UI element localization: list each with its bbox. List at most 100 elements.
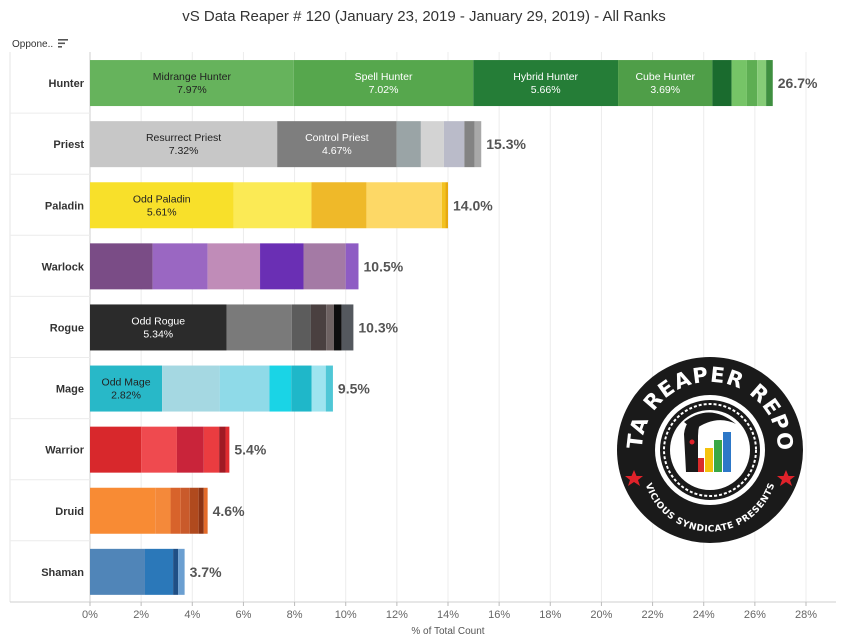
x-tick-label: 0% — [82, 609, 98, 621]
x-tick-label: 18% — [539, 609, 561, 621]
x-tick-label: 16% — [488, 609, 510, 621]
bar-segment[interactable] — [445, 182, 448, 229]
category-label: Warrior — [45, 445, 84, 457]
bar-segment[interactable] — [269, 365, 292, 412]
bar-segment[interactable] — [746, 60, 758, 107]
x-tick-label: 28% — [795, 609, 817, 621]
bar-segment[interactable] — [155, 487, 171, 534]
bar-segment[interactable] — [170, 487, 181, 534]
bar-segment[interactable] — [311, 365, 326, 412]
bar-segment[interactable] — [420, 121, 444, 168]
logo-inner-ring-line — [663, 403, 757, 497]
total-label: 26.7% — [778, 75, 818, 91]
sort-icon[interactable] — [58, 38, 70, 48]
bar-segment[interactable] — [226, 304, 292, 351]
bar-segment[interactable] — [293, 60, 474, 107]
bar-segment[interactable] — [173, 548, 179, 595]
bar-segment[interactable] — [345, 243, 359, 290]
bar-segment[interactable] — [325, 365, 333, 412]
bar-segment[interactable] — [219, 365, 270, 412]
bar-segment[interactable] — [473, 60, 619, 107]
bar-segment[interactable] — [712, 60, 732, 107]
category-label: Priest — [53, 139, 84, 151]
category-label: Warlock — [42, 261, 85, 273]
bar-segment[interactable] — [90, 182, 234, 229]
bar-segment[interactable] — [152, 243, 208, 290]
segment-label: Control Priest — [305, 132, 369, 144]
bar-segment[interactable] — [311, 182, 367, 229]
x-tick-label: 14% — [437, 609, 459, 621]
bar-segment[interactable] — [291, 365, 312, 412]
bar-group-shaman: Shaman 3.7% — [41, 548, 222, 595]
bar-segment[interactable] — [90, 548, 145, 595]
bar-segment[interactable] — [366, 182, 442, 229]
bar-segment[interactable] — [162, 365, 220, 412]
bar-segment[interactable] — [180, 487, 190, 534]
segment-label: Hybrid Hunter — [513, 71, 578, 83]
x-axis: 0% 2% 4% 6% 8% 10% 12% 14% 16% 18% 20% 22% 24% 26% 28% — [10, 601, 836, 621]
bar-segment[interactable] — [341, 304, 354, 351]
bar-segment[interactable] — [90, 304, 227, 351]
category-label: Paladin — [45, 200, 84, 212]
bar-group-druid: Druid 4.6% — [55, 487, 245, 534]
x-tick-label: 12% — [386, 609, 408, 621]
bar-segment[interactable] — [474, 121, 482, 168]
bar-segment[interactable] — [90, 487, 156, 534]
logo-bars-icon — [696, 432, 731, 472]
bar-segment[interactable] — [225, 426, 230, 473]
segment-value-label: 5.34% — [143, 328, 173, 340]
bar-segment[interactable] — [189, 487, 199, 534]
bar-segment[interactable] — [731, 60, 747, 107]
x-tick-label: 4% — [184, 609, 200, 621]
segment-label: Spell Hunter — [355, 71, 413, 83]
segment-value-label: 7.32% — [169, 145, 199, 157]
bar-segment[interactable] — [141, 426, 177, 473]
bar-segment[interactable] — [90, 426, 142, 473]
x-tick-label: 26% — [744, 609, 766, 621]
bar-segment[interactable] — [90, 60, 294, 107]
segment-label: Odd Rogue — [131, 315, 185, 327]
bar-segment[interactable] — [90, 121, 278, 168]
bar-segment[interactable] — [207, 243, 261, 290]
bar-segment[interactable] — [178, 548, 185, 595]
bar-segment[interactable] — [203, 487, 208, 534]
bar-segment[interactable] — [144, 548, 174, 595]
bar-segment[interactable] — [618, 60, 713, 107]
bar-segment[interactable] — [333, 304, 342, 351]
bar-segment[interactable] — [757, 60, 767, 107]
x-tick-label: 8% — [287, 609, 303, 621]
segment-value-label: 3.69% — [650, 84, 680, 96]
category-label: Shaman — [41, 567, 84, 579]
bar-segment[interactable] — [176, 426, 204, 473]
bar-segment[interactable] — [219, 426, 226, 473]
bar-segment[interactable] — [291, 304, 311, 351]
bar-segment[interactable] — [326, 304, 334, 351]
bar-segment[interactable] — [396, 121, 421, 168]
bar-segment[interactable] — [443, 121, 465, 168]
bar-segment[interactable] — [260, 243, 304, 290]
x-tick-label: 20% — [590, 609, 612, 621]
bar-segment[interactable] — [90, 365, 163, 412]
category-label: Mage — [56, 384, 84, 396]
bar-segment[interactable] — [203, 426, 220, 473]
y-axis-label: Oppone.. — [12, 39, 54, 50]
bar-segment[interactable] — [441, 182, 446, 229]
bar-segment[interactable] — [303, 243, 346, 290]
segment-label: Odd Mage — [102, 377, 151, 389]
category-label: Hunter — [49, 78, 85, 90]
segment-value-label: 7.97% — [177, 84, 207, 96]
bar-segment[interactable] — [766, 60, 773, 107]
x-axis-title: % of Total Count — [411, 626, 484, 637]
bar-segment[interactable] — [233, 182, 312, 229]
x-tick-label: 10% — [335, 609, 357, 621]
bar-segment[interactable] — [310, 304, 327, 351]
segment-label: Cube Hunter — [635, 71, 695, 83]
chart-title: vS Data Reaper # 120 (January 23, 2019 -… — [182, 8, 666, 25]
bar-segment[interactable] — [277, 121, 397, 168]
bar-segment[interactable] — [464, 121, 475, 168]
bar-segment[interactable] — [198, 487, 204, 534]
bar-segment[interactable] — [90, 243, 153, 290]
